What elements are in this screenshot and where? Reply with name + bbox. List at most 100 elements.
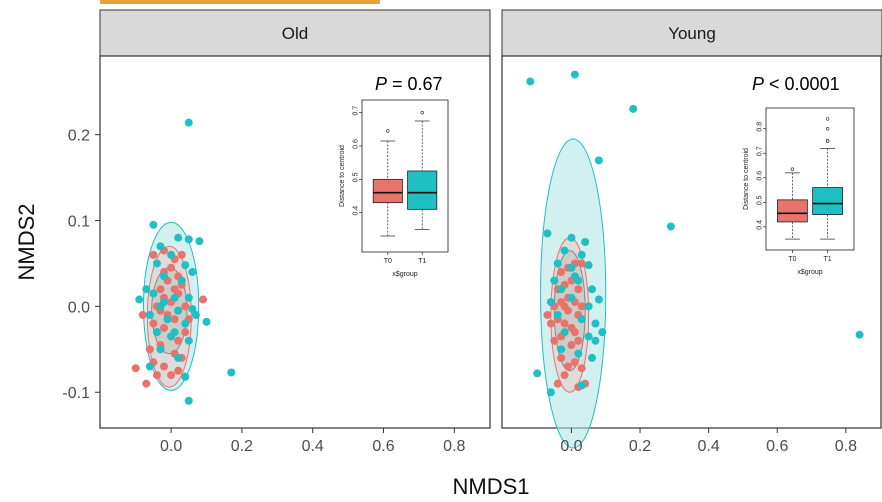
point-t0	[574, 285, 583, 294]
inset-ytick-label: 0.4	[353, 206, 360, 216]
point-t0	[567, 341, 576, 350]
y-axis-title: NMDS2	[14, 203, 39, 280]
p-value-young: P < 0.0001	[752, 74, 840, 94]
inset-boxplot-young: 0.4 0.5 0.6 0.7 0.8 Distance to centroid T0 T1x…	[743, 107, 855, 276]
point-t1	[181, 261, 190, 270]
point-t1	[560, 246, 569, 255]
point-t1	[202, 317, 211, 326]
inset-ytick-label: 0.4	[757, 220, 764, 230]
point-t1	[594, 156, 603, 165]
inset-boxplot-old: 0.4 0.5 0.6 0.7 Distance to centroid T0 T1x$gr…	[339, 99, 449, 278]
inset-box-t1	[407, 170, 438, 210]
point-t1	[195, 237, 204, 246]
point-t0	[145, 345, 154, 354]
point-t1	[584, 261, 593, 270]
x-tick-label: 0.0	[160, 438, 182, 455]
point-t0	[149, 250, 158, 259]
inset-xlabel: x$group	[392, 271, 417, 278]
point-t0	[160, 362, 169, 371]
point-t1	[160, 272, 169, 281]
point-t1	[163, 315, 172, 324]
point-t1	[588, 285, 597, 294]
point-t0	[138, 310, 147, 319]
point-t1	[526, 77, 535, 86]
strip-title-old: Old	[282, 24, 308, 43]
point-t0	[577, 364, 586, 373]
point-t1	[170, 293, 179, 302]
point-t1	[181, 319, 190, 328]
point-t1	[174, 353, 183, 362]
inset-outlier	[386, 129, 390, 133]
axes-layer: 0.0 0.2 0.4 0.6 0.8 0.0 0.2 0.4 0.6 0.8 -0.1 0.0 0.1…	[62, 128, 857, 455]
point-t1	[570, 70, 579, 79]
point-t0	[181, 302, 190, 311]
point-t1	[577, 250, 586, 259]
point-t1	[553, 259, 562, 268]
point-t0	[577, 302, 586, 311]
x-tick-label: 0.4	[302, 438, 324, 455]
point-t0	[181, 328, 190, 337]
p-value-old: P = 0.67	[375, 74, 443, 94]
point-t0	[167, 371, 176, 380]
y-tick-label: 0.1	[68, 214, 90, 231]
point-t1	[567, 293, 576, 302]
point-t0	[560, 302, 569, 311]
point-t0	[557, 353, 566, 362]
point-t0	[152, 371, 161, 380]
point-t1	[174, 233, 183, 242]
x-axis-title: NMDS1	[452, 474, 529, 499]
point-t1	[533, 369, 542, 378]
point-t1	[184, 396, 193, 405]
point-t1	[156, 345, 165, 354]
point-t1	[167, 250, 176, 259]
inset-ytick-label: 0.7	[757, 146, 764, 156]
point-t1	[560, 328, 569, 337]
point-t1	[581, 238, 590, 246]
point-t1	[170, 328, 179, 337]
header-accent-bar	[100, 0, 380, 4]
y-tick-label: -0.1	[62, 385, 90, 402]
inset-outlier	[420, 110, 424, 115]
inset-xtick-label: T1	[824, 256, 832, 263]
point-t0	[543, 310, 552, 319]
point-t0	[560, 371, 569, 380]
point-t0	[149, 319, 158, 328]
inset-ytick-label: 0.8	[757, 122, 764, 132]
point-t0	[156, 285, 165, 294]
point-t0	[142, 379, 151, 388]
inset-outlier	[825, 139, 830, 143]
inset-outlier	[790, 167, 795, 171]
strip-title-young: Young	[668, 24, 716, 43]
point-t1	[174, 306, 183, 315]
inset-xtick-label: T0	[384, 258, 392, 265]
point-t0	[131, 364, 140, 373]
point-t1	[184, 235, 193, 244]
point-t1	[546, 388, 555, 397]
x-tick-label: 0.2	[629, 438, 651, 455]
point-t1	[145, 362, 154, 371]
x-tick-label: 0.8	[835, 438, 857, 455]
point-t1	[145, 310, 154, 319]
point-t1	[184, 293, 193, 302]
point-t1	[149, 289, 158, 298]
x-tick-label: 0.0	[560, 438, 582, 455]
point-t1	[142, 285, 151, 294]
strip-young	[501, 9, 882, 57]
point-t1	[588, 353, 597, 362]
point-t1	[557, 285, 566, 294]
point-t1	[567, 263, 576, 272]
inset-ytick-label: 0.6	[757, 171, 764, 181]
point-t0	[170, 315, 179, 324]
point-t1	[553, 310, 562, 319]
point-t1	[584, 332, 593, 341]
point-t1	[135, 295, 144, 304]
y-tick-label: 0.0	[68, 299, 90, 316]
inset-ylabel: Distance to centroid	[339, 145, 346, 207]
point-t1	[181, 372, 190, 381]
point-t1	[184, 118, 193, 127]
point-t1	[149, 220, 158, 229]
point-t1	[577, 315, 586, 324]
point-t1	[598, 328, 607, 337]
point-t1	[855, 330, 864, 339]
